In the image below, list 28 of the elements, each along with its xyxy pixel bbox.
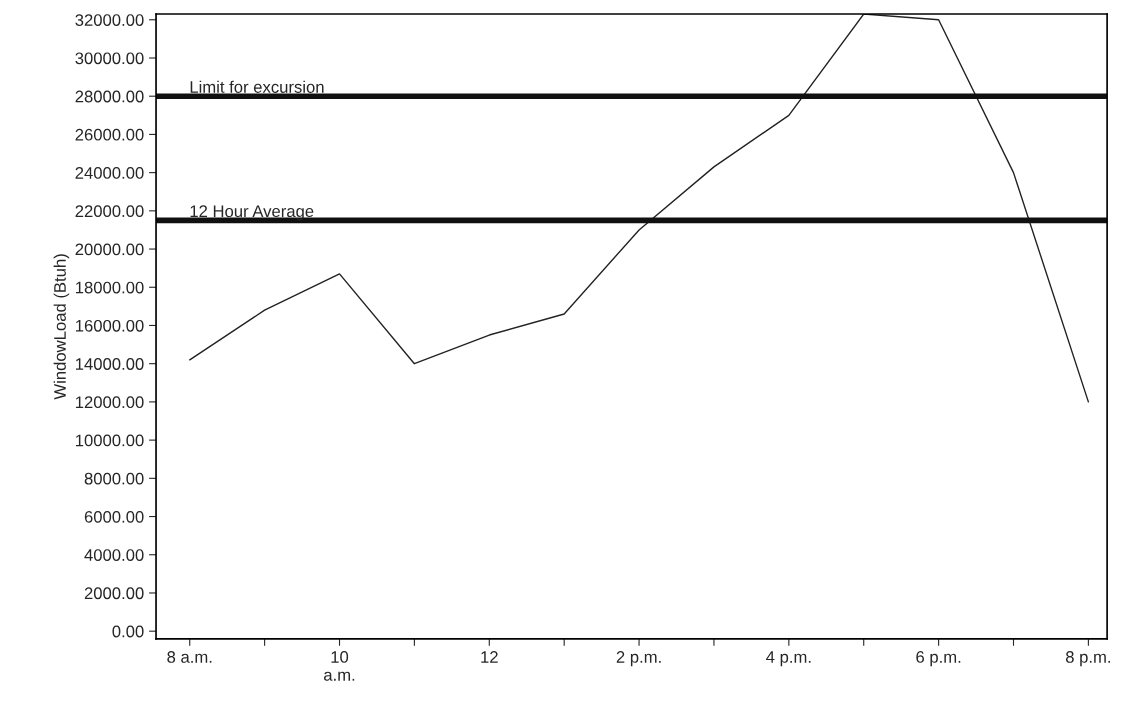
- y-axis-title: WindowLoad (Btuh): [53, 254, 70, 400]
- y-tick-label: 20000.00: [75, 243, 144, 256]
- x-tick-label: 8 p.m.: [1065, 651, 1111, 667]
- ref-line-label: 12 Hour Average: [190, 205, 314, 221]
- y-tick-label: 0.00: [112, 625, 144, 638]
- y-tick-label: 26000.00: [75, 128, 144, 141]
- y-tick-label: 2000.00: [84, 587, 144, 600]
- y-tick-label: 12000.00: [76, 396, 144, 409]
- y-tick-label: 32000.00: [75, 14, 144, 26]
- y-tick-label: 4000.00: [84, 549, 144, 561]
- y-tick-label: 24000.00: [75, 167, 144, 179]
- x-tick-label: 4 p.m.: [766, 651, 811, 667]
- y-tick-label: 8000.00: [84, 472, 144, 485]
- line-series: [189, 14, 1090, 403]
- y-tick-label: 30000.00: [75, 52, 144, 65]
- x-tick-label: 10 a.m.: [324, 651, 355, 681]
- x-tick-label: 2 p.m.: [616, 651, 661, 667]
- y-tick-label: 14000.00: [76, 358, 144, 370]
- x-tick-label: 12: [481, 651, 498, 663]
- y-tick-label: 22000.00: [75, 205, 144, 218]
- y-tick-label: 18000.00: [76, 281, 144, 294]
- y-tick-label: 28000.00: [75, 90, 144, 103]
- x-tick-label: 8 a.m.: [167, 651, 212, 663]
- ref-line-label: Limit for excursion: [190, 80, 324, 93]
- x-tick-label: 6 p.m.: [916, 651, 961, 667]
- y-tick-label: 6000.00: [84, 510, 144, 523]
- y-tick-label: 10000.00: [76, 434, 144, 447]
- y-tick-label: 16000.00: [76, 319, 144, 332]
